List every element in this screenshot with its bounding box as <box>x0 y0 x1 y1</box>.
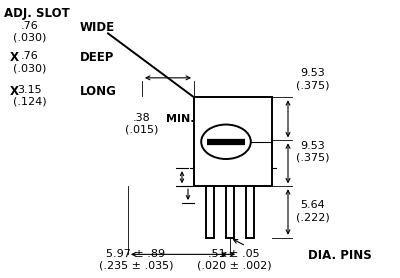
Text: 5.64
(.222): 5.64 (.222) <box>296 200 330 222</box>
Text: X: X <box>10 51 19 64</box>
Text: 3.15
(.124): 3.15 (.124) <box>13 85 47 106</box>
Text: 9.53
(.375): 9.53 (.375) <box>296 141 330 162</box>
Text: .51 ± .05
(.020 ± .002): .51 ± .05 (.020 ± .002) <box>197 249 271 270</box>
Text: .38
(.015): .38 (.015) <box>125 113 159 134</box>
Bar <box>226 186 234 238</box>
Text: MIN.: MIN. <box>166 114 194 124</box>
Text: WIDE: WIDE <box>80 21 115 34</box>
Text: X: X <box>10 85 19 98</box>
Text: .76
(.030): .76 (.030) <box>13 21 47 43</box>
Text: 5.97 ± .89
(.235 ± .035): 5.97 ± .89 (.235 ± .035) <box>99 249 173 270</box>
Text: .76
(.030): .76 (.030) <box>13 51 47 73</box>
Bar <box>246 186 254 238</box>
Text: DEEP: DEEP <box>80 51 114 64</box>
Text: LONG: LONG <box>80 85 117 98</box>
Bar <box>194 97 272 186</box>
Bar <box>206 186 214 238</box>
Circle shape <box>201 125 251 159</box>
Text: DIA. PINS: DIA. PINS <box>308 249 372 262</box>
Text: ADJ. SLOT: ADJ. SLOT <box>4 7 70 20</box>
Text: 9.53
(.375): 9.53 (.375) <box>296 68 330 90</box>
